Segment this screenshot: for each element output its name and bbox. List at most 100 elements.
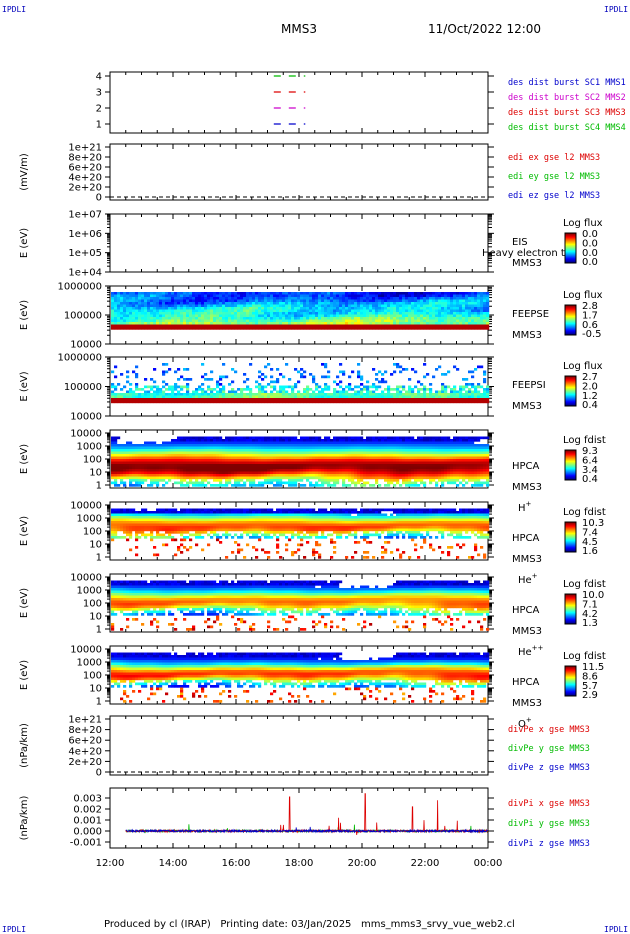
y-tick-label: 100 [83,455,102,466]
instrument-labels-eis: EIS MMS3 [512,237,542,269]
legend-entry: divPe z gse MMS3 [508,763,590,773]
legend-edi: edi ex gse l2 MMS3 edi ey gse l2 MMS3 edi … [508,153,600,201]
instrument-label: EIS [512,237,528,248]
colorbar-tick-label: 6.4 [582,455,598,466]
colorbar-tick-label: 4.5 [582,537,598,548]
colorbar-title: Log flux [563,361,603,372]
series-trace-z [125,826,488,834]
colorbar-title: Log flux [563,290,603,301]
y-tick-label: 1 [96,553,102,564]
species-label: He+ [518,572,538,586]
panel-frame-divpi [109,787,489,849]
colorbar-title: Log fdist [563,579,606,590]
y-axis-label-divpe: (nPa/km) [19,723,30,768]
colorbar-tick-label: 10.0 [582,590,604,601]
legend-entry: edi ez gse l2 MMS3 [508,191,600,201]
y-tick-label: 1000000 [57,353,102,364]
series-trace-x [125,793,488,836]
heatmap-feepse [111,292,490,330]
x-tick-label: 16:00 [222,858,251,869]
colorbar-tick-label: 0.0 [582,238,598,249]
instrument-label: HPCA [512,677,540,688]
colorbar-tick-label: 10.3 [582,518,604,529]
ipdli-logo-bottom-left: IPDLI [2,925,27,934]
y-tick-label: 1e+21 [68,715,102,726]
y-tick-label: 1 [96,481,102,492]
species-label: He++ [518,644,544,658]
y-tick-label: 1e+04 [68,268,102,279]
instrument-labels-feepse: FEEPSE MMS3 [512,309,549,341]
y-tick-label: 100 [83,671,102,682]
y-tick-label: 1 [96,120,102,131]
plot-date: 11/Oct/2022 12:00 [428,22,542,36]
panel-frame-eis [109,213,489,273]
y-tick-label: 10 [89,468,102,479]
y-axis-label-feepsi: E (eV) [19,371,30,401]
legend-entry: divPe x gse MMS3 [508,725,590,735]
y-tick-label: 10000 [70,645,102,656]
colorbar-tick-label: 2.9 [582,690,598,701]
y-tick-label: 8e+20 [68,153,102,164]
colorbar-title: Log fdist [563,507,606,518]
panel-ticks-feepsi [109,357,489,416]
colorbar-title: Log fdist [563,651,606,662]
panel-frame-burst [109,71,489,134]
heatmap-hpca_hepp [111,580,490,631]
y-tick-label: 4 [96,72,102,83]
spacecraft-label: MMS3 [512,330,542,341]
y-tick-label: 10000 [70,412,102,423]
y-axis-burst: 4 3 2 1 [96,72,494,131]
y-tick-label: 1000 [77,658,102,669]
heatmap-hpca_h [111,436,490,487]
spacecraft-label: MMS3 [512,258,542,269]
y-tick-label: 0.001 [73,816,102,827]
y-axis-label-eis: E (eV) [19,228,30,258]
legend-divpe: divPe x gse MMS3 divPe y gse MMS3 divPe z … [508,725,590,773]
footer-produced-by: Produced by cl (IRAP) [104,919,211,930]
panel-ticks-divpi [109,788,489,848]
y-axis-label-hpca_h: E (eV) [19,444,30,474]
y-axis-label-feepse: E (eV) [19,300,30,330]
y-tick-label: 8e+20 [68,725,102,736]
y-axis-hpca_he: 10000 1000 100 10 1 [70,501,494,564]
heatmap-hpca_o [111,652,490,703]
y-axis-eis: 1e+07 1e+06 1e+05 1e+04 [68,210,494,279]
y-axis-hpca_h: 10000 1000 100 10 1 [70,429,494,492]
y-tick-label: 1e+05 [68,248,102,259]
ipdli-logo-left: IPDLI [2,5,27,14]
instrument-label: FEEPSE [512,309,549,320]
y-axis-label-divpi: (nPa/km) [19,796,30,841]
legend-entry: des dist burst SC4 MMS4 [508,123,626,133]
colorbar-tick-label: 0.0 [582,257,598,268]
colorbar-tick-label: 0.0 [582,248,598,259]
y-tick-label: 0.003 [73,794,102,805]
heatmap-hpca_he [111,508,490,559]
colorbar-tick-label: 11.5 [582,662,604,673]
colorbar-tick-label: -0.5 [582,329,602,340]
ipdli-logo-bottom-right: IPDLI [604,925,629,934]
y-tick-label: 10000 [70,429,102,440]
y-tick-label: 1000 [77,514,102,525]
colorbar-tick-label: 1.3 [582,618,598,629]
colorbar-tick-label: 8.6 [582,671,598,682]
y-tick-label: 100 [83,599,102,610]
y-tick-label: 100000 [64,311,102,322]
instrument-labels-hpca_he: HPCA MMS3 He+ [512,533,542,586]
y-axis-label-hpca_hepp: E (eV) [19,588,30,618]
panel-ticks-eis [109,214,489,272]
y-tick-label: 3 [96,88,102,99]
y-axis-label-hpca_o: E (eV) [19,660,30,690]
y-tick-label: 1e+06 [68,229,102,240]
legend-entry: edi ex gse l2 MMS3 [508,153,600,163]
y-tick-label: 2 [96,104,102,115]
y-tick-label: 6e+20 [68,163,102,174]
legend-entry: divPe y gse MMS3 [508,744,590,754]
